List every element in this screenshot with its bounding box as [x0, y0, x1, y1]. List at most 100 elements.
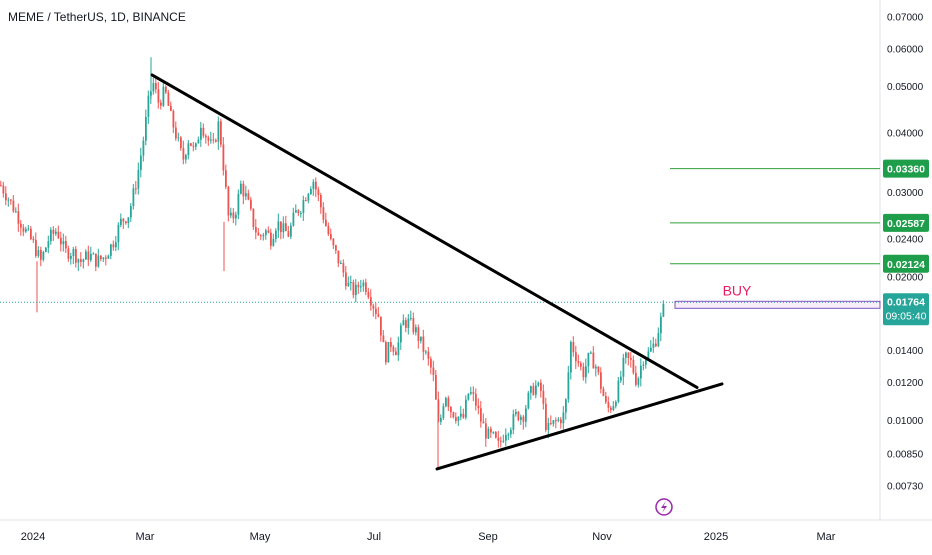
- target-level-badge: [883, 254, 929, 273]
- candle-body: [362, 282, 365, 287]
- candle-body: [250, 199, 252, 209]
- y-tick-label: 0.02400: [887, 234, 924, 245]
- y-tick-label: 0.05000: [887, 82, 924, 93]
- candle-body: [407, 318, 410, 328]
- candle-body: [310, 188, 312, 195]
- candle-body: [565, 399, 567, 413]
- candle-body: [77, 259, 80, 263]
- candle-body: [480, 408, 482, 422]
- candle-body: [655, 343, 657, 347]
- candle-body: [37, 249, 40, 256]
- candle-body: [65, 241, 67, 249]
- x-tick-label: 2025: [704, 531, 728, 543]
- x-tick-label: Mar: [136, 531, 155, 543]
- candle-body: [512, 414, 515, 430]
- candle-body: [502, 440, 505, 442]
- candle-body: [387, 342, 390, 363]
- candle-body: [130, 206, 132, 218]
- candle-body: [460, 413, 462, 417]
- countdown-label: 09:05:40: [886, 310, 927, 322]
- candle-body: [547, 422, 550, 430]
- candle-body: [462, 413, 465, 418]
- candle-body: [292, 212, 295, 226]
- candle-body: [370, 297, 372, 306]
- target-level-label: 0.02587: [887, 218, 925, 230]
- candle-body: [322, 207, 325, 220]
- candle-body: [75, 249, 77, 263]
- candle-body: [175, 127, 177, 139]
- candle-body: [302, 200, 305, 214]
- candle-body: [25, 229, 27, 232]
- candle-body: [590, 352, 592, 354]
- candle-body: [182, 147, 185, 160]
- candle-body: [317, 189, 320, 196]
- candle-body: [192, 145, 195, 147]
- current-price-badge: [883, 293, 929, 326]
- candle-body: [367, 292, 370, 298]
- target-level-badge: [883, 213, 929, 232]
- candle-body: [395, 351, 397, 356]
- y-tick-label: 0.06000: [887, 44, 924, 55]
- candle-body: [585, 366, 587, 378]
- candle-body: [290, 225, 292, 237]
- candle-body: [560, 419, 562, 424]
- candle-body: [392, 346, 395, 352]
- candle-body: [442, 406, 445, 418]
- candle-body: [342, 263, 345, 273]
- candle-body: [295, 210, 297, 213]
- candle-body: [620, 376, 622, 381]
- candle-body: [52, 229, 55, 234]
- candle-body: [455, 417, 457, 421]
- candle-body: [355, 284, 357, 296]
- candle-body: [332, 238, 335, 246]
- candle-body: [490, 428, 492, 433]
- candle-body: [225, 170, 227, 187]
- candle-body: [85, 251, 87, 260]
- candle-body: [340, 263, 342, 265]
- candle-body: [230, 212, 232, 216]
- buy-annotation: BUY: [723, 282, 752, 298]
- candle-body: [67, 248, 70, 259]
- candle-body: [467, 393, 470, 400]
- candle-body: [337, 250, 340, 264]
- y-tick-label: 0.01400: [887, 346, 924, 357]
- candle-body: [45, 247, 47, 252]
- candle-body: [42, 251, 45, 260]
- candle-body: [275, 230, 277, 239]
- y-tick-label: 0.00850: [887, 450, 924, 461]
- x-tick-label: Nov: [592, 531, 612, 543]
- candle-body: [162, 86, 165, 106]
- candle-body: [300, 213, 302, 215]
- candle-body: [640, 365, 642, 379]
- candle-body: [350, 282, 352, 284]
- candle-body: [642, 364, 645, 366]
- candle-body: [102, 257, 105, 259]
- candle-body: [20, 223, 22, 228]
- candle-body: [470, 392, 472, 394]
- candle-body: [5, 193, 7, 201]
- candle-body: [215, 140, 217, 142]
- candle-body: [242, 183, 245, 197]
- candle-body: [245, 193, 247, 197]
- candle-body: [185, 155, 187, 160]
- candle-body: [32, 238, 35, 241]
- candle-body: [610, 407, 612, 410]
- candle-body: [207, 137, 210, 141]
- candle-body: [540, 382, 542, 391]
- candle-body: [220, 121, 222, 145]
- candle-body: [597, 366, 600, 373]
- y-tick-label: 0.00730: [887, 481, 924, 492]
- candle-body: [252, 208, 255, 227]
- candle-body: [35, 240, 37, 256]
- candle-body: [405, 320, 407, 328]
- candle-body: [605, 395, 607, 403]
- candle-body: [47, 241, 50, 248]
- candle-body: [430, 358, 432, 368]
- candle-body: [142, 140, 145, 156]
- y-tick-label: 0.04000: [887, 128, 924, 139]
- candle-body: [212, 139, 215, 141]
- candle-body: [472, 392, 475, 394]
- candle-body: [325, 219, 327, 226]
- candle-body: [165, 86, 167, 93]
